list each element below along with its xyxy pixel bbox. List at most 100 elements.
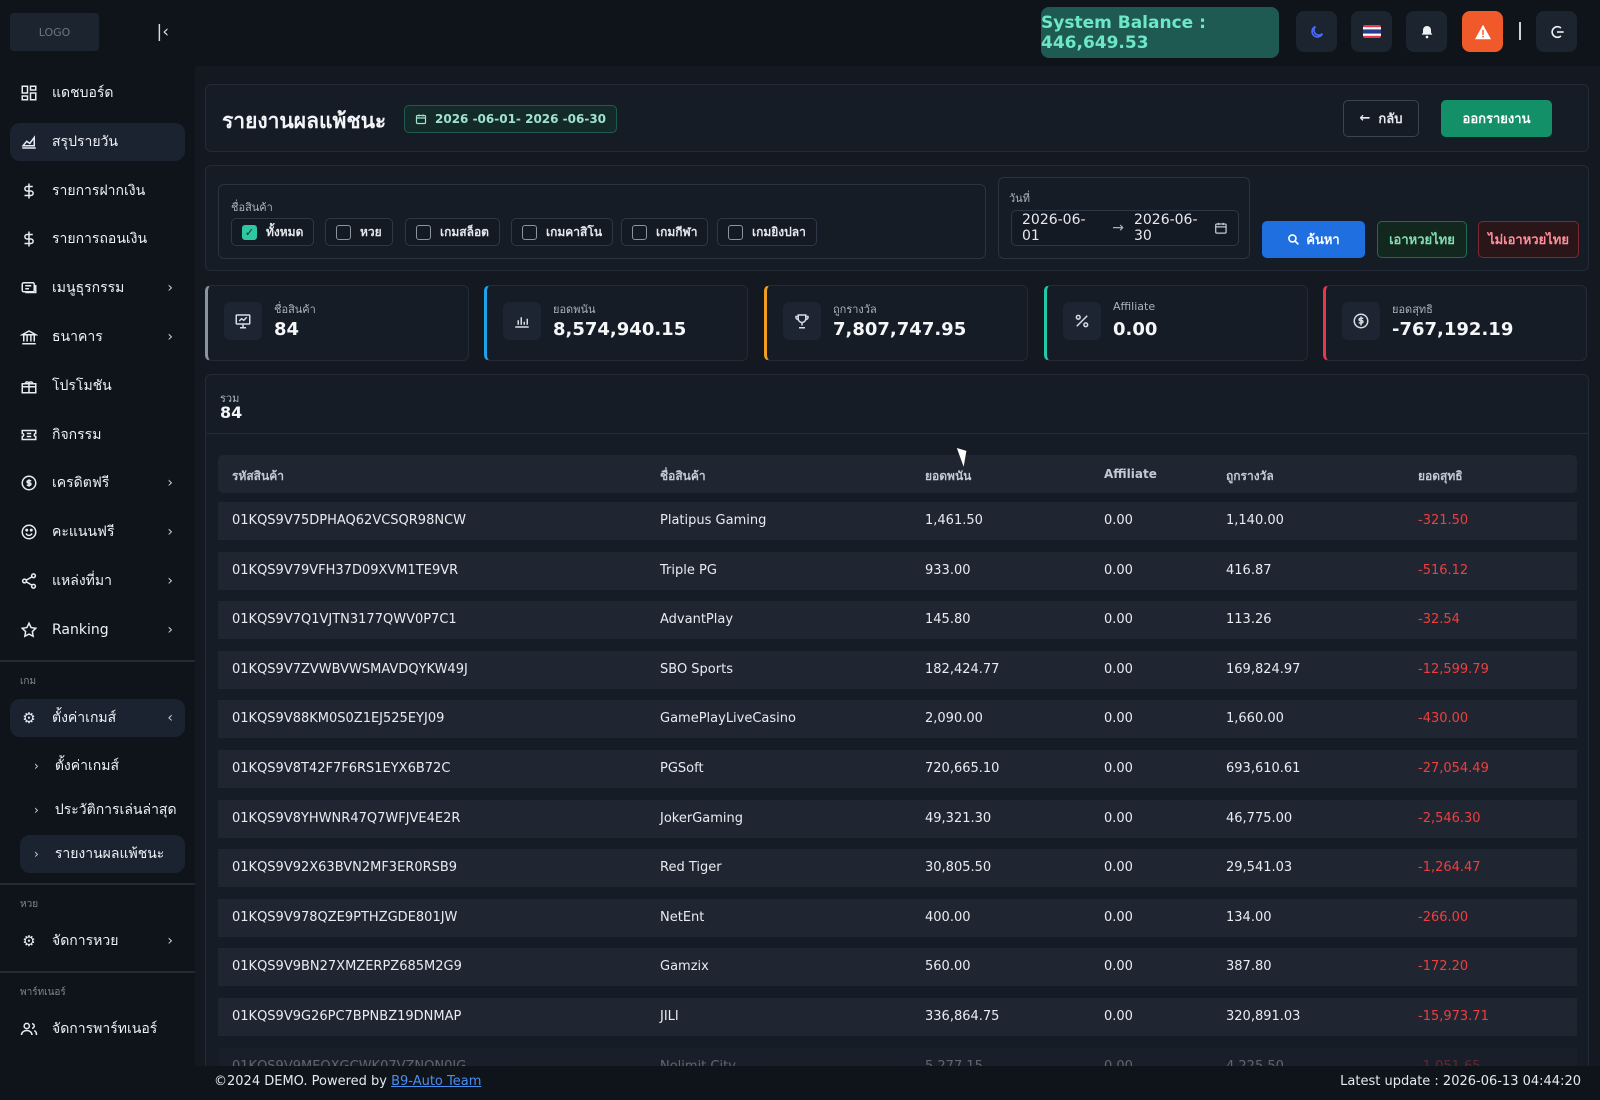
checkbox-icon[interactable] — [632, 224, 647, 240]
table-row[interactable]: 01KQS9V8YHWNR47Q7WFJVE4E2R JokerGaming 49,… — [218, 799, 1577, 838]
filter-option-2[interactable]: เกมสล็อต — [405, 218, 500, 246]
star-icon — [20, 621, 38, 639]
back-button[interactable]: ← กลับ — [1343, 100, 1419, 137]
filter-option-5[interactable]: เกมยิงปลา — [717, 218, 817, 246]
sidebar-item-partner-manage[interactable]: จัดการพาร์ทเนอร์ — [10, 1010, 185, 1048]
sidebar-subitem-1[interactable]: › ประวัติการเล่นล่าสุด — [20, 791, 185, 829]
divider — [0, 659, 195, 662]
filter-option-4[interactable]: เกมกีฬา — [621, 218, 709, 246]
sidebar-item-8[interactable]: เครดิตฟรี › — [10, 464, 185, 502]
bet-amount: 145.80 — [925, 612, 971, 628]
filter-option-3[interactable]: เกมคาสิโน — [511, 218, 614, 246]
affiliate: 0.00 — [1104, 959, 1133, 975]
sidebar-subitem-label: ประวัติการเล่นล่าสุด — [54, 802, 177, 819]
table-row[interactable]: 01KQS9V8T42F7F6RS1EYX6B72C PGSoft 720,665.… — [218, 750, 1577, 788]
calendar-icon — [1215, 222, 1227, 234]
date-to[interactable]: 2026-06-30 — [1133, 212, 1198, 244]
chevron-right-icon: › — [167, 524, 173, 541]
sidebar-item-3[interactable]: รายการถอนเงิน — [10, 220, 185, 258]
sidebar-item-label: สรุปรายวัน — [52, 133, 118, 150]
sidebar-item-2[interactable]: รายการฝากเงิน — [10, 172, 185, 210]
sidebar-item-4[interactable]: เมนูธุรกรรม › — [10, 269, 185, 307]
checkbox-icon[interactable] — [416, 224, 431, 240]
col-header-net[interactable]: ยอดสุทธิ — [1418, 469, 1463, 483]
col-header-name[interactable]: ชื่อสินค้า — [660, 469, 706, 483]
col-header-bet[interactable]: ยอดพนัน — [925, 469, 972, 483]
table-row[interactable]: 01KQS9V9BN27XMZERPZ685M2G9 Gamzix 560.00 0.… — [218, 948, 1577, 987]
table-row[interactable]: 01KQS9V978QZE9PTHZGDE801JW NetEnt 400.00 0.… — [218, 898, 1577, 937]
table-row[interactable]: 01KQS9V75DPHAQ62VCSQR98NCW Platipus Gamin… — [218, 502, 1577, 540]
sidebar-subitem-2[interactable]: › รายงานผลแพ้ชนะ — [20, 835, 185, 874]
stat-value: 8,574,940.15 — [553, 319, 687, 340]
bet-amount: 49,321.30 — [925, 810, 992, 826]
sidebar-item-5[interactable]: ธนาคาร › — [10, 318, 185, 356]
warning-icon[interactable] — [1462, 11, 1503, 52]
sidebar-item-11[interactable]: Ranking › — [10, 611, 185, 649]
date-filter-label: วันที่ — [1009, 192, 1030, 205]
table-row[interactable]: 01KQS9V79VFH37D09XVM1TE9VR Triple PG 933.0… — [218, 551, 1577, 590]
product-code: 01KQS9V75DPHAQ62VCSQR98NCW — [232, 513, 467, 528]
footer-link[interactable]: B9-Auto Team — [391, 1074, 482, 1089]
checkbox-icon[interactable] — [336, 224, 351, 240]
stat-card-1: ยอดพนัน 8,574,940.15 — [484, 285, 748, 361]
sidebar-item-lotto-manage[interactable]: ⚙ จัดการหวย › — [10, 922, 185, 960]
win-amount: 693,610.61 — [1226, 761, 1301, 776]
table-row[interactable]: 01KQS9V7Q1VJTN3177QWV0P7C1 AdvantPlay 145.… — [218, 601, 1577, 640]
product-code: 01KQS9V8YHWNR47Q7WFJVE4E2R — [232, 810, 461, 826]
logout-icon[interactable] — [1536, 11, 1577, 52]
sidebar-item-1[interactable]: สรุปรายวัน — [10, 122, 185, 161]
no-thai-lotto-button[interactable]: ไม่เอาหวยไทย — [1478, 221, 1579, 258]
net-amount: -15,973.71 — [1418, 1009, 1489, 1024]
bell-icon[interactable] — [1406, 11, 1447, 52]
copyright-text: ©2024 DEMO. Powered by — [214, 1074, 392, 1089]
filter-option-1[interactable]: หวย — [325, 218, 393, 246]
moon-icon[interactable] — [1296, 11, 1337, 52]
product-name: Gamzix — [660, 959, 709, 975]
thai-lotto-button[interactable]: เอาหวยไทย — [1377, 221, 1467, 258]
bet-amount: 933.00 — [925, 562, 971, 578]
game-submenu: › ตั้งค่าเกมส์ › ประวัติการเล่นล่าสุด › รา… — [0, 747, 195, 874]
checkbox-icon[interactable] — [522, 224, 537, 240]
flag-thai-icon[interactable] — [1351, 11, 1392, 52]
sidebar-item-9[interactable]: คะแนนฟรี › — [10, 513, 185, 551]
affiliate: 0.00 — [1104, 909, 1133, 925]
date-range-picker[interactable]: 2026-06-01 → 2026-06-30 — [1011, 210, 1239, 246]
logo[interactable]: LOGO — [10, 13, 99, 51]
date-from[interactable]: 2026-06-01 — [1022, 212, 1086, 244]
sidebar-item-10[interactable]: แหล่งที่มา › — [10, 562, 185, 600]
sidebar-item-6[interactable]: โปรโมชัน — [10, 367, 185, 405]
back-label: กลับ — [1378, 112, 1403, 127]
col-header-win[interactable]: ถูกรางวัล — [1226, 469, 1274, 483]
table-row[interactable]: 01KQS9V92X63BVN2MF3ER0RSB9 Red Tiger 30,80… — [218, 849, 1577, 888]
sidebar: LOGO |‹ แดชบอร์ด สรุปรายวัน รายการฝากเงิ… — [0, 0, 195, 1100]
search-button[interactable]: ค้นหา — [1262, 221, 1365, 258]
export-report-button[interactable]: ออกรายงาน — [1441, 100, 1552, 137]
dollar-icon — [20, 182, 38, 200]
table-row[interactable]: 01KQS9V9G26PC7BPNBZ19DNMAP JILI 336,864.75… — [218, 998, 1577, 1036]
chevron-left-icon: ‹ — [167, 709, 173, 726]
table-row[interactable]: 01KQS9V88KM0S0Z1EJ525EYJ09 GamePlayLiveCa… — [218, 700, 1577, 739]
sidebar-item-game-settings[interactable]: ⚙ ตั้งค่าเกมส์ ‹ — [10, 698, 185, 737]
sidebar-subitem-0[interactable]: › ตั้งค่าเกมส์ — [20, 747, 185, 785]
collapse-left-icon[interactable]: |‹ — [156, 22, 169, 42]
filter-option-0[interactable]: ✓ ทั้งหมด — [231, 218, 315, 246]
win-amount: 387.80 — [1226, 959, 1272, 975]
gear-icon: ⚙ — [22, 932, 36, 951]
bet-amount: 720,665.10 — [925, 761, 1000, 776]
stat-value: 84 — [274, 319, 300, 340]
users-icon — [20, 1020, 38, 1038]
checkbox-icon[interactable]: ✓ — [242, 224, 257, 240]
affiliate: 0.00 — [1104, 810, 1133, 826]
product-code: 01KQS9V88KM0S0Z1EJ525EYJ09 — [232, 711, 445, 727]
sidebar-item-0[interactable]: แดชบอร์ด — [10, 74, 185, 112]
table-row[interactable]: 01KQS9V7ZVWBVWSMAVDQYKW49J SBO Sports 182,… — [218, 650, 1577, 689]
sidebar-item-7[interactable]: กิจกรรม — [10, 416, 185, 454]
sidebar-item-label: จัดการพาร์ทเนอร์ — [52, 1021, 158, 1038]
sidebar-subitem-label: ตั้งค่าเกมส์ — [54, 758, 120, 775]
system-balance: System Balance : 446,649.53 — [1041, 7, 1279, 58]
col-header-affiliate[interactable]: Affiliate — [1104, 467, 1157, 481]
affiliate: 0.00 — [1104, 661, 1133, 677]
checkbox-icon[interactable] — [728, 224, 743, 240]
arrow-left-icon: ← — [1359, 111, 1371, 126]
col-header-code[interactable]: รหัสสินค้า — [232, 469, 284, 483]
